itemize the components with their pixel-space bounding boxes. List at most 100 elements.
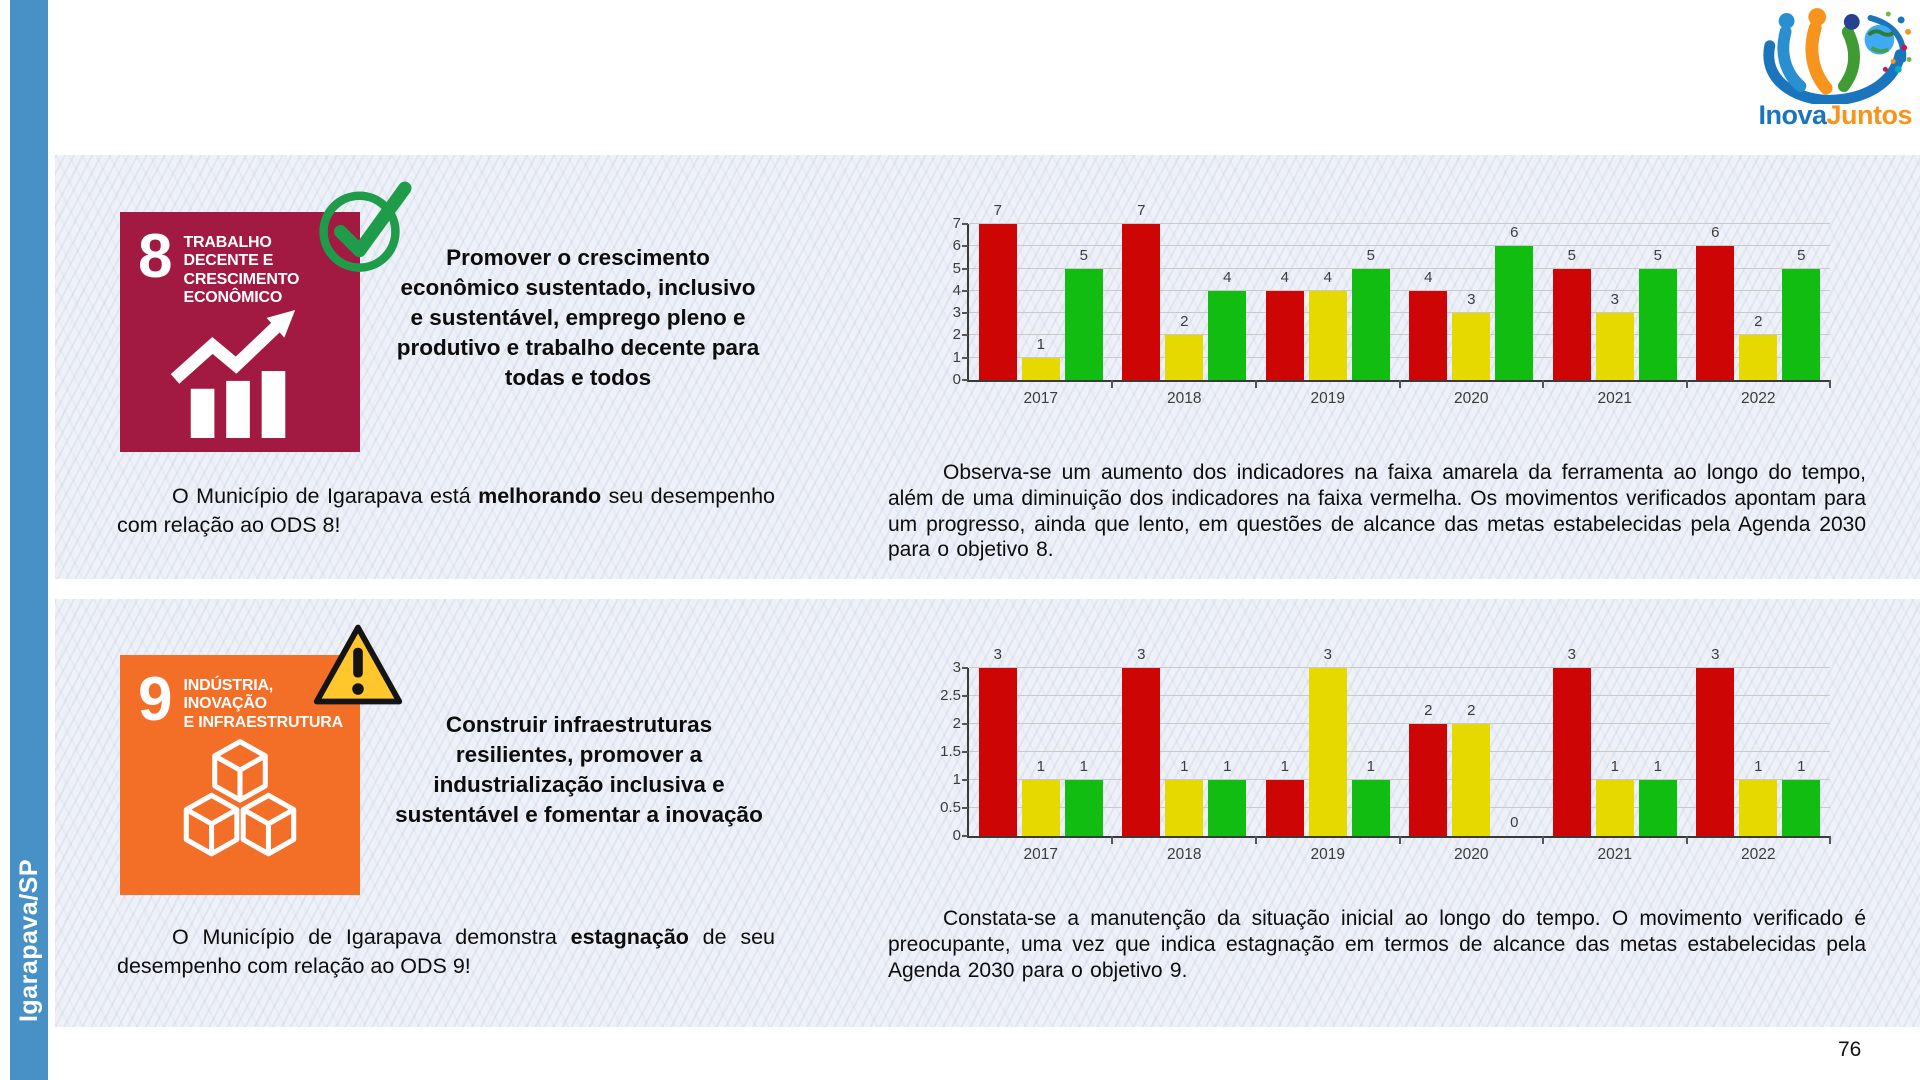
- y-axis-label: 5: [952, 259, 961, 277]
- bar-value-label: 1: [1366, 758, 1375, 775]
- bar-value-label: 5: [1653, 246, 1662, 264]
- bar-value-label: 3: [1467, 291, 1476, 309]
- x-axis-label: 2019: [1310, 846, 1345, 863]
- ods8-summary-suffix: seu desempenho com relação ao ODS 8!: [117, 484, 775, 537]
- x-axis-label: 2021: [1597, 846, 1632, 863]
- bar-faixa-vermelha: 7: [1122, 202, 1161, 380]
- sdg9-title-line: E INFRAESTRUTURA: [183, 713, 343, 731]
- gridline: [969, 667, 1830, 668]
- ods9-summary-prefix: O Município de Igarapava demonstra: [172, 925, 571, 949]
- x-axis-label: 2018: [1167, 846, 1202, 863]
- y-axis-tick: [962, 723, 968, 725]
- sdg9-cubes-icon: [161, 729, 319, 887]
- bar-faixa-vermelha: 4: [1265, 269, 1304, 380]
- x-axis-tick: [1111, 836, 1114, 844]
- bar-group-2017: 7 1 5: [969, 202, 1113, 380]
- logo-text-inova: Inova: [1758, 100, 1827, 130]
- x-axis-tick: [1254, 836, 1257, 844]
- bar-value-label: 7: [1137, 202, 1146, 219]
- y-axis-label: 0: [952, 371, 961, 388]
- bar-faixa-vermelha: 3: [1122, 646, 1161, 836]
- x-axis-tick: [1829, 380, 1831, 388]
- bar-group-2018: 7 2 4: [1113, 202, 1257, 380]
- left-sidebar: Igarapava/SP: [10, 0, 48, 1080]
- ods9-summary: O Município de Igarapava demonstra estag…: [117, 923, 775, 981]
- y-axis-label: 6: [952, 237, 961, 255]
- bar-value-label: 2: [1467, 702, 1476, 719]
- bar-faixa-verde: 5: [1351, 247, 1390, 380]
- x-axis-tick: [1541, 836, 1544, 844]
- bar-faixa-vermelha: 3: [1696, 646, 1735, 836]
- gridline: [969, 356, 1830, 358]
- bar-group-2021: 3 1 1: [1543, 646, 1687, 836]
- sdg8-title-line: ECONÔMICO: [183, 289, 283, 307]
- bar-faixa-verde: 5: [1064, 247, 1103, 380]
- bar-faixa-amarela: 1: [1595, 758, 1634, 836]
- bar-value-label: 3: [1610, 291, 1619, 309]
- gridline: [969, 779, 1830, 780]
- gridline: [969, 267, 1830, 269]
- bar-faixa-vermelha: 6: [1696, 224, 1735, 380]
- bar-value-label: 7: [993, 202, 1002, 219]
- bar-group-2020: 4 3 6: [1400, 224, 1544, 380]
- y-axis-label: 2: [952, 326, 961, 344]
- page-number: 76: [1838, 1038, 1862, 1061]
- bar-faixa-verde: 5: [1638, 247, 1677, 380]
- x-axis-label: 2022: [1741, 390, 1776, 407]
- ods9-analysis: Constata-se a manutenção da situação ini…: [888, 906, 1866, 983]
- bar-faixa-amarela: 2: [1452, 702, 1491, 836]
- sdg9-title: INDÚSTRIA, INOVAÇÃO E INFRAESTRUTURA: [183, 677, 350, 732]
- ods9-chart-plot: 0 0.5 1 1.5 2 2.5 3 3 1 1 3 1 1 1 3 1 2 2 0 3 1 1 3 1 1 2017 2018 2…: [940, 646, 1831, 863]
- ods9-chart: 0 0.5 1 1.5 2 2.5 3 3 1 1 3 1 1 1 3 1 2 2 0 3 1 1 3 1 1 2017 2018 2…: [905, 640, 1840, 872]
- bar-faixa-amarela: 3: [1308, 646, 1347, 836]
- sdg8-tile-header: 8 TRABALHO DECENTE E CRESCIMENTO ECONÔMI…: [120, 212, 360, 308]
- bar-value-label: 1: [1079, 758, 1088, 775]
- bar-value-label: 3: [993, 646, 1002, 663]
- sdg8-title: TRABALHO DECENTE E CRESCIMENTO ECONÔMICO: [183, 234, 350, 308]
- sdg8-tile: 8 TRABALHO DECENTE E CRESCIMENTO ECONÔMI…: [120, 212, 360, 452]
- y-axis-label: 2.5: [940, 687, 961, 704]
- bar-value-label: 1: [1036, 335, 1045, 353]
- y-axis-tick: [962, 223, 968, 225]
- bar-group-2018: 3 1 1: [1113, 646, 1257, 836]
- bar-value-label: 2: [1754, 313, 1763, 331]
- y-axis-tick: [962, 751, 968, 753]
- bar-faixa-verde: 1: [1638, 758, 1677, 836]
- bar-value-label: 4: [1280, 268, 1289, 286]
- sdg8-number: 8: [138, 222, 173, 291]
- bar-faixa-vermelha: 2: [1409, 702, 1448, 836]
- check-circle-icon: [319, 181, 412, 272]
- y-axis-label: 1: [952, 771, 961, 788]
- x-axis-label: 2018: [1167, 390, 1202, 407]
- y-axis-tick: [962, 289, 968, 292]
- bar-value-label: 0: [1510, 814, 1519, 831]
- ods9-summary-suffix: de seu desempenho com relação ao ODS 9!: [117, 925, 775, 978]
- y-axis-tick: [962, 807, 968, 809]
- bar-value-label: 5: [1567, 246, 1576, 264]
- y-axis-tick: [962, 695, 968, 697]
- bar-value-label: 1: [1653, 758, 1662, 775]
- bar-value-label: 6: [1510, 224, 1519, 242]
- bar-faixa-verde: 1: [1064, 758, 1103, 836]
- bar-faixa-amarela: 1: [1165, 758, 1204, 836]
- bar-groups: 3 1 1 3 1 1 1 3 1 2 2 0 3 1 1 3 1 1: [969, 646, 1830, 836]
- bar-faixa-verde: 1: [1351, 758, 1390, 836]
- y-axis-label: 7: [952, 215, 961, 232]
- bar-faixa-amarela: 1: [1021, 758, 1060, 836]
- x-axis-label: 2020: [1454, 390, 1489, 407]
- y-axis-tick: [962, 379, 968, 381]
- ods9-headline: Construir infraestruturas resilientes, p…: [395, 712, 763, 827]
- x-axis-tick: [1541, 380, 1544, 388]
- x-axis-label: 2017: [1023, 390, 1058, 407]
- x-axis-label: 2021: [1597, 390, 1632, 407]
- gridline: [969, 807, 1830, 808]
- inovajuntos-logo: InovaJuntos: [1750, 8, 1912, 132]
- ods8-analysis-text: Observa-se um aumento dos indicadores na…: [888, 461, 1866, 562]
- x-axis-tick: [1398, 836, 1401, 844]
- y-axis-label: 3: [952, 304, 961, 322]
- bar-value-label: 1: [1280, 758, 1289, 775]
- bar-value-label: 1: [1036, 758, 1045, 775]
- bar-value-label: 3: [1323, 646, 1332, 663]
- bar-faixa-amarela: 3: [1595, 291, 1634, 380]
- y-axis-tick: [962, 312, 968, 315]
